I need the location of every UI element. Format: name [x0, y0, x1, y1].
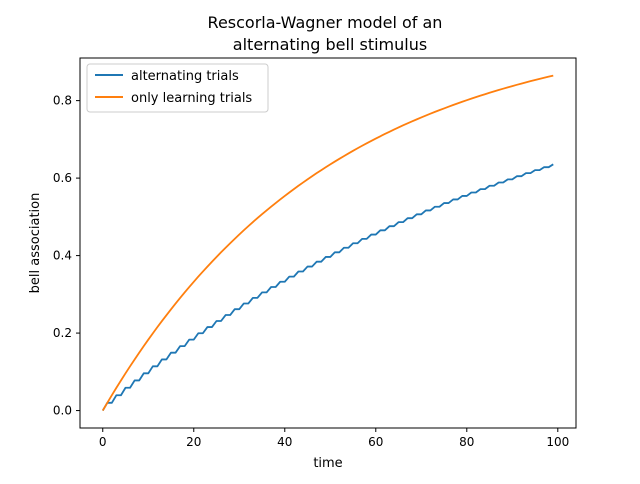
x-tick-label: 100: [546, 435, 569, 449]
axis-ticks: 0 20 40 60 80 100 0.0 0.2 0.4 0.6 0.8: [53, 94, 569, 449]
x-tick-label: 20: [186, 435, 201, 449]
legend: alternating trials only learning trials: [86, 63, 269, 113]
x-tick-label: 0: [99, 435, 107, 449]
y-axis-label: bell association: [28, 193, 43, 294]
legend-label-alternating-trials: alternating trials: [131, 69, 239, 84]
plot-area-frame: [79, 57, 577, 429]
legend-box: [86, 63, 269, 113]
y-tick-label: 0.2: [53, 326, 72, 340]
chart-title-line-1: Rescorla-Wagner model of an: [208, 13, 443, 32]
legend-label-only-learning-trials: only learning trials: [131, 91, 252, 106]
y-tick-label: 0.6: [53, 171, 72, 185]
y-tick-label: 0.8: [53, 94, 72, 108]
chart-title-line-2: alternating bell stimulus: [233, 35, 427, 54]
series-lines: [101, 74, 554, 412]
x-tick-label: 80: [459, 435, 474, 449]
series-line-only-learning-trials: [101, 74, 554, 412]
y-tick-label: 0.0: [53, 404, 72, 418]
series-line-alternating-trials: [101, 163, 554, 412]
y-tick-label: 0.4: [53, 249, 72, 263]
x-axis-label: time: [313, 456, 342, 471]
x-tick-label: 60: [368, 435, 383, 449]
x-tick-label: 40: [277, 435, 292, 449]
